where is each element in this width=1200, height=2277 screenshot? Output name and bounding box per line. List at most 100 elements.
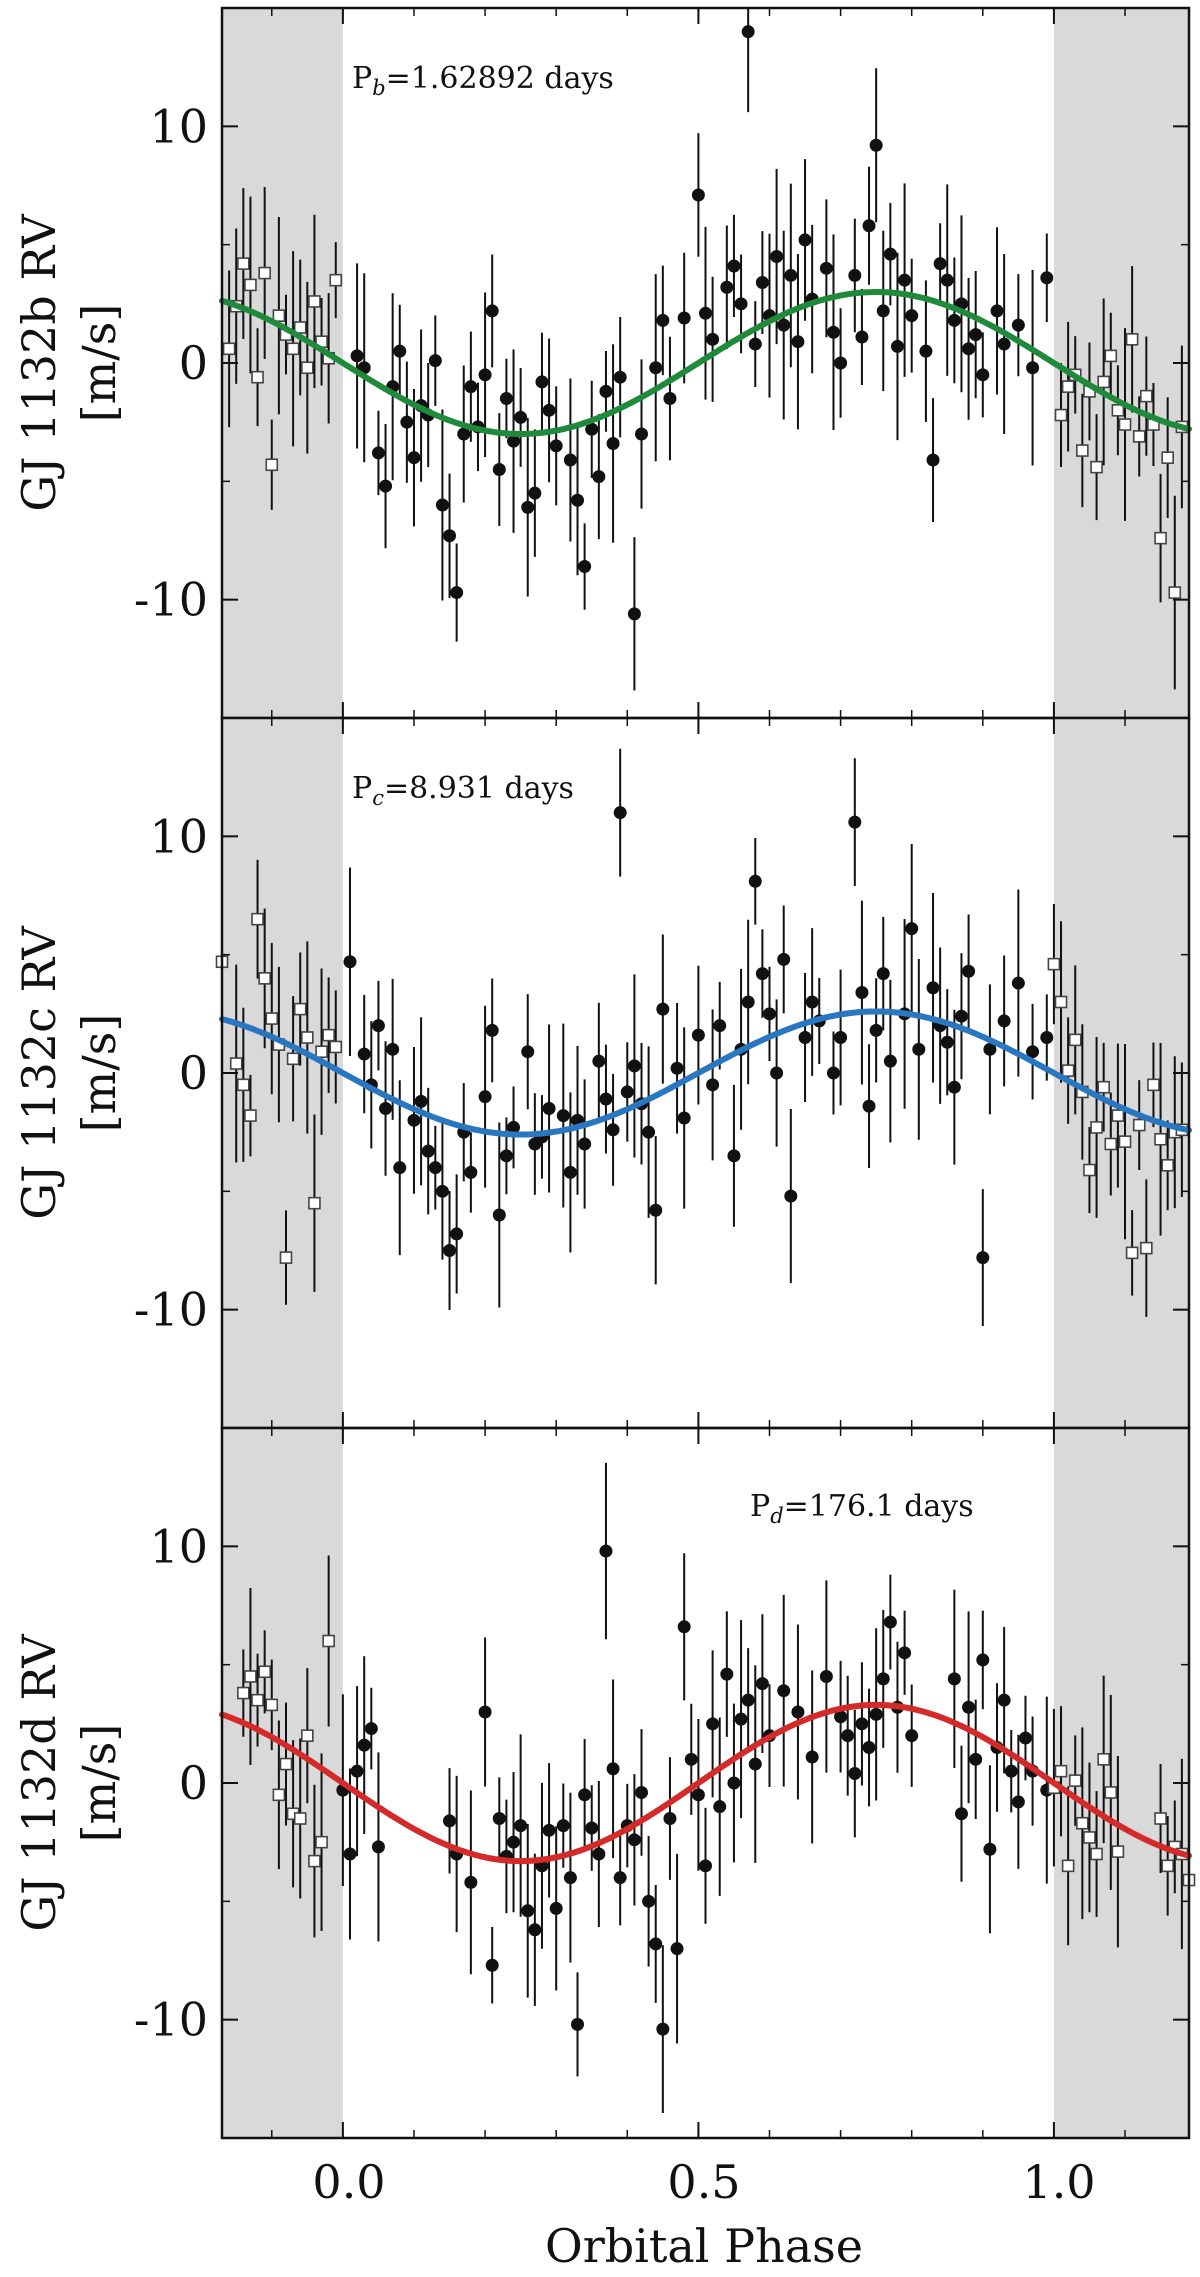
period-value: =176.1 days <box>784 1489 974 1524</box>
data-point <box>499 1149 513 1163</box>
period-subscript: d <box>770 1504 783 1528</box>
data-point <box>464 380 478 394</box>
data-point-open <box>244 1670 257 1683</box>
data-point <box>1040 271 1054 285</box>
data-point-open <box>1054 408 1068 422</box>
data-point-open <box>1154 531 1167 545</box>
plot-frame <box>220 1426 1191 2140</box>
data-point-open <box>1161 1859 1174 1873</box>
data-point <box>848 1767 862 1781</box>
data-point <box>1018 1731 1032 1745</box>
data-point <box>798 1031 812 1044</box>
data-point-open <box>258 1665 271 1679</box>
data-point <box>883 247 897 261</box>
data-point <box>649 1203 663 1217</box>
data-point <box>627 1059 641 1073</box>
data-point-open <box>1054 995 1068 1009</box>
data-point <box>791 1705 805 1719</box>
data-point <box>393 344 407 358</box>
data-point <box>805 995 819 1009</box>
data-point-open <box>1118 418 1132 431</box>
data-point <box>357 1738 371 1752</box>
data-point <box>507 434 521 448</box>
shaded-region <box>222 1428 343 2138</box>
shaded-region <box>1053 718 1189 1428</box>
data-point <box>421 1144 435 1158</box>
data-point <box>549 1901 563 1915</box>
data-point <box>606 1762 620 1776</box>
data-point <box>343 955 357 969</box>
data-point <box>578 1788 592 1802</box>
data-point <box>940 273 954 287</box>
data-point <box>592 1054 606 1068</box>
data-point <box>592 470 606 484</box>
data-point-open <box>1104 349 1118 363</box>
data-point <box>435 498 449 512</box>
data-point <box>414 1094 428 1108</box>
data-point <box>890 339 904 353</box>
data-point-open <box>265 458 279 472</box>
data-point <box>834 1710 848 1724</box>
data-point <box>1011 976 1025 990</box>
data-point <box>492 1208 506 1222</box>
data-point <box>862 1741 876 1754</box>
y-tick-label: 0 <box>179 1756 208 1810</box>
data-point <box>976 1653 990 1667</box>
data-point <box>563 453 577 467</box>
data-point <box>1026 361 1040 375</box>
y-tick-label: 10 <box>149 809 208 863</box>
data-point <box>1011 1795 1025 1809</box>
data-point-open <box>301 361 314 375</box>
data-point-open <box>322 1028 335 1042</box>
data-point <box>713 1800 727 1814</box>
data-point <box>784 268 798 282</box>
data-point <box>997 337 1011 351</box>
data-point <box>826 325 840 339</box>
data-point <box>563 1165 577 1179</box>
data-point <box>357 1047 371 1061</box>
data-point <box>435 1184 449 1198</box>
data-point <box>855 330 869 344</box>
data-point <box>826 1066 840 1080</box>
data-point <box>620 1085 634 1099</box>
data-point-open <box>1090 460 1103 474</box>
shaded-region <box>1053 8 1189 718</box>
data-point-open <box>286 1052 300 1066</box>
data-point <box>443 529 457 543</box>
data-point <box>805 1750 819 1764</box>
data-point <box>350 1764 364 1778</box>
data-point-open <box>293 1002 307 1016</box>
data-point <box>983 1842 997 1856</box>
data-point-open <box>286 342 300 356</box>
data-point-open <box>1054 1764 1068 1778</box>
data-point-open <box>301 1729 314 1742</box>
data-point-open <box>1132 1118 1146 1132</box>
model-curve <box>219 289 1192 437</box>
data-point <box>642 1894 656 1908</box>
data-point <box>898 1646 912 1660</box>
data-point <box>379 1102 393 1115</box>
data-point-open <box>244 278 257 292</box>
period-symbol: P <box>352 61 372 96</box>
data-point <box>841 1729 855 1743</box>
data-point <box>585 1821 599 1835</box>
data-point <box>699 1859 712 1873</box>
data-point <box>478 1090 492 1104</box>
data-point <box>834 1031 848 1044</box>
data-point <box>443 1814 457 1828</box>
data-point <box>862 1099 876 1113</box>
data-point <box>649 361 663 375</box>
data-point-open <box>1161 451 1174 464</box>
data-point-open <box>1132 430 1146 443</box>
data-point <box>720 280 734 294</box>
period-annotation: Pb=1.62892 days <box>352 61 614 100</box>
data-point <box>663 1812 677 1825</box>
period-symbol: P <box>352 771 372 806</box>
data-point-open <box>1068 1774 1082 1787</box>
data-point <box>734 1712 748 1726</box>
y-axis-label: GJ 1132c RV <box>12 925 66 1219</box>
data-point <box>578 1137 592 1151</box>
data-point <box>905 1729 919 1743</box>
data-point <box>443 1244 457 1257</box>
